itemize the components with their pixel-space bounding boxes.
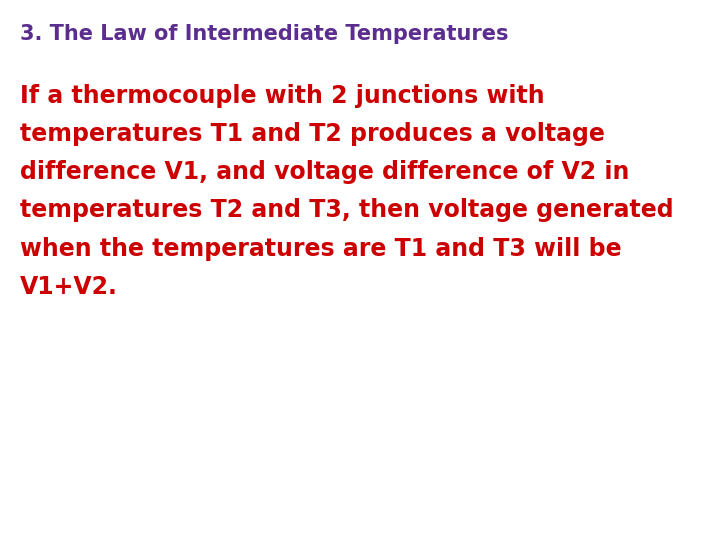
Text: 3. The Law of Intermediate Temperatures: 3. The Law of Intermediate Temperatures: [20, 24, 508, 44]
Text: If a thermocouple with 2 junctions with
temperatures T1 and T2 produces a voltag: If a thermocouple with 2 junctions with …: [20, 84, 674, 299]
